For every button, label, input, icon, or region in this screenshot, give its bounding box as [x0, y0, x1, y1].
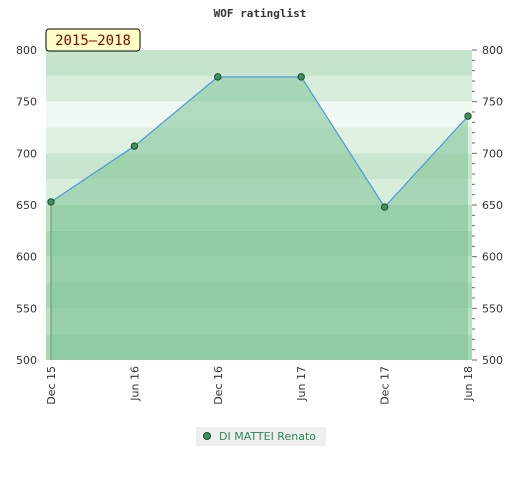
y-tick-label-left: 650 — [16, 199, 37, 212]
data-points — [47, 73, 472, 211]
x-tick-label: Jun 18 — [462, 366, 475, 402]
data-point[interactable] — [380, 203, 389, 211]
legend-marker-icon — [203, 432, 211, 440]
chart-title: WOF ratinglist — [214, 7, 307, 20]
y-tick-label-right: 800 — [482, 44, 503, 57]
y-tick-label-right: 550 — [482, 302, 503, 315]
y-tick-label-right: 650 — [482, 199, 503, 212]
y-tick-label-left: 800 — [16, 44, 37, 57]
x-tick-label: Dec 17 — [379, 366, 392, 405]
x-tick-label: Dec 15 — [45, 366, 58, 405]
y-tick-label-right: 600 — [482, 251, 503, 264]
data-point[interactable] — [214, 73, 222, 81]
area-layer — [50, 76, 469, 360]
x-tick-label: Dec 16 — [212, 366, 225, 405]
y-axis-left: 500 550 600 650 700 750 800 — [16, 44, 37, 367]
y-tick-label-right: 700 — [482, 147, 503, 160]
period-badge: 2015–2018 — [45, 28, 141, 52]
data-point[interactable] — [130, 142, 139, 150]
y-tick-label-right: 500 — [482, 354, 503, 367]
data-point[interactable] — [47, 198, 55, 206]
x-tick-label: Jun 16 — [128, 366, 141, 402]
x-tick-label: Jun 17 — [295, 366, 308, 402]
legend: DI MATTEI Renato — [196, 427, 326, 446]
x-axis: Dec 15 Jun 16 Dec 16 Jun 17 Dec 17 Jun 18 — [45, 366, 475, 405]
y-tick-label-left: 500 — [16, 354, 37, 367]
legend-series-label: DI MATTEI Renato — [219, 430, 316, 443]
series-line — [50, 76, 469, 209]
data-point[interactable] — [464, 112, 472, 120]
y-tick-label-right: 750 — [482, 96, 503, 109]
y-tick-label-left: 700 — [16, 147, 37, 160]
period-badge-text: 2015–2018 — [55, 33, 131, 49]
y-tick-label-left: 750 — [16, 96, 37, 109]
y-tick-label-left: 600 — [16, 251, 37, 264]
data-point[interactable] — [297, 73, 305, 81]
background-band — [46, 50, 472, 76]
y-axis-right: 500 550 600 650 700 750 800 — [472, 44, 503, 367]
y-tick-label-left: 550 — [16, 302, 37, 315]
series-area — [51, 76, 468, 360]
